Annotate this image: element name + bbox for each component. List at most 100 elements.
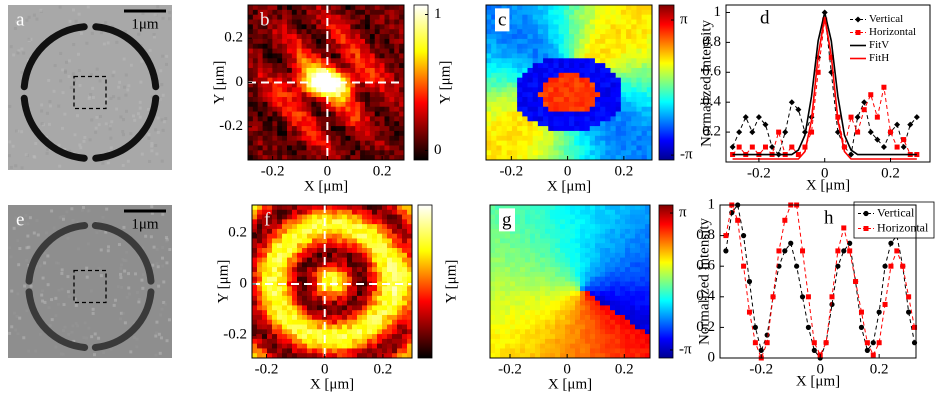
heatmap-pixel [350, 19, 356, 25]
heatmap-pixel [565, 281, 571, 287]
heatmap-pixel [291, 87, 298, 93]
heatmap-pixel [605, 224, 611, 230]
heatmap-pixel [500, 233, 506, 239]
heatmap-pixel [595, 324, 601, 330]
heatmap-pixel [267, 77, 273, 83]
micrograph-noise [25, 18, 29, 22]
heatmap-pixel [594, 38, 601, 45]
heatmap-pixel [365, 19, 371, 25]
heatmap-pixel [252, 111, 259, 117]
heatmap-pixel [590, 248, 596, 254]
heatmap-pixel [267, 92, 273, 98]
heatmap-pixel [522, 135, 528, 142]
heatmap-pixel [600, 140, 606, 146]
heatmap-pixel [550, 324, 556, 330]
heatmap-pixel [594, 58, 601, 64]
heatmap-pixel [543, 63, 549, 69]
heatmap-pixel [257, 262, 263, 268]
legend-marker [855, 30, 861, 35]
heatmap-pixel [248, 140, 254, 146]
heatmap-pixel [330, 126, 337, 132]
heatmap-pixel [267, 121, 273, 127]
heatmap-pixel [397, 286, 403, 292]
heatmap-pixel [625, 276, 631, 282]
heatmap-pixel [277, 324, 283, 330]
heatmap-pixel [530, 334, 536, 340]
heatmap-pixel [589, 101, 596, 108]
heatmap-pixel [365, 150, 371, 156]
heatmap-pixel [372, 353, 378, 359]
heatmap-pixel [262, 281, 268, 287]
heatmap-pixel [635, 324, 641, 330]
heatmap-pixel [291, 34, 298, 40]
heatmap-pixel [631, 34, 637, 40]
heatmap-pixel [407, 262, 413, 268]
heatmap-pixel [337, 329, 343, 335]
heatmap-pixel [277, 67, 283, 74]
heatmap-pixel [360, 67, 366, 74]
heatmap-pixel [377, 233, 383, 239]
heatmap-pixel [272, 271, 278, 278]
micrograph-noise [124, 259, 128, 263]
heatmap-pixel [491, 116, 497, 122]
heatmap-pixel [394, 77, 400, 83]
heatmap-pixel [292, 300, 298, 306]
micrograph-noise [29, 37, 33, 41]
heatmap-pixel [600, 276, 606, 282]
heatmap-pixel [291, 145, 298, 151]
heatmap-pixel [490, 224, 496, 230]
heatmap-pixel [605, 126, 611, 132]
heatmap-pixel [340, 38, 346, 45]
micrograph-noise [101, 161, 105, 165]
heatmap-pixel [641, 19, 648, 25]
micrograph-noise [34, 265, 38, 269]
heatmap-pixel [272, 257, 278, 263]
heatmap-pixel [646, 155, 653, 161]
heatmap-pixel [362, 286, 368, 292]
heatmap-pixel [387, 224, 393, 230]
heatmap-pixel [316, 116, 322, 122]
heatmap-pixel [372, 329, 378, 335]
heatmap-pixel [575, 209, 581, 216]
heatmap-pixel [316, 126, 322, 132]
legend-marker [863, 210, 869, 217]
micrograph-noise [16, 223, 20, 227]
heatmap-pixel [337, 224, 343, 230]
micrograph-noise [77, 247, 81, 251]
heatmap-pixel [635, 205, 641, 211]
heatmap-pixel [335, 116, 342, 122]
heatmap-pixel [397, 238, 403, 244]
heatmap-pixel [501, 63, 508, 69]
heatmap-pixel [515, 209, 521, 216]
heatmap-pixel [332, 238, 338, 244]
heatmap-pixel [287, 319, 293, 326]
heatmap-pixel [291, 111, 298, 117]
marker [762, 144, 768, 150]
heatmap-pixel [640, 329, 646, 335]
heatmap-pixel [257, 348, 263, 354]
heatmap-pixel [287, 286, 293, 292]
series-line [732, 16, 917, 160]
heatmap-pixel [626, 135, 632, 142]
heatmap-pixel [262, 111, 268, 117]
heatmap-pixel [374, 126, 381, 132]
heatmap-pixel [327, 310, 333, 316]
heatmap-pixel [574, 19, 580, 25]
heatmap-pixel [402, 343, 408, 349]
heatmap-pixel [302, 257, 308, 263]
heatmap-pixel [252, 252, 258, 259]
heatmap-pixel [252, 257, 258, 263]
heatmap-pixel [267, 228, 273, 235]
heatmap-pixel [620, 116, 627, 122]
heatmap-pixel [287, 150, 293, 156]
micrograph-noise [141, 11, 145, 15]
heatmap-pixel [374, 130, 381, 137]
heatmap-pixel [550, 329, 556, 335]
heatmap-pixel [301, 97, 307, 103]
heatmap-pixel [501, 53, 508, 59]
marker [723, 233, 729, 239]
heatmap-pixel [631, 155, 637, 161]
heatmap-pixel [292, 319, 298, 326]
heatmap-pixel [615, 205, 621, 211]
heatmap-pixel [374, 72, 381, 79]
